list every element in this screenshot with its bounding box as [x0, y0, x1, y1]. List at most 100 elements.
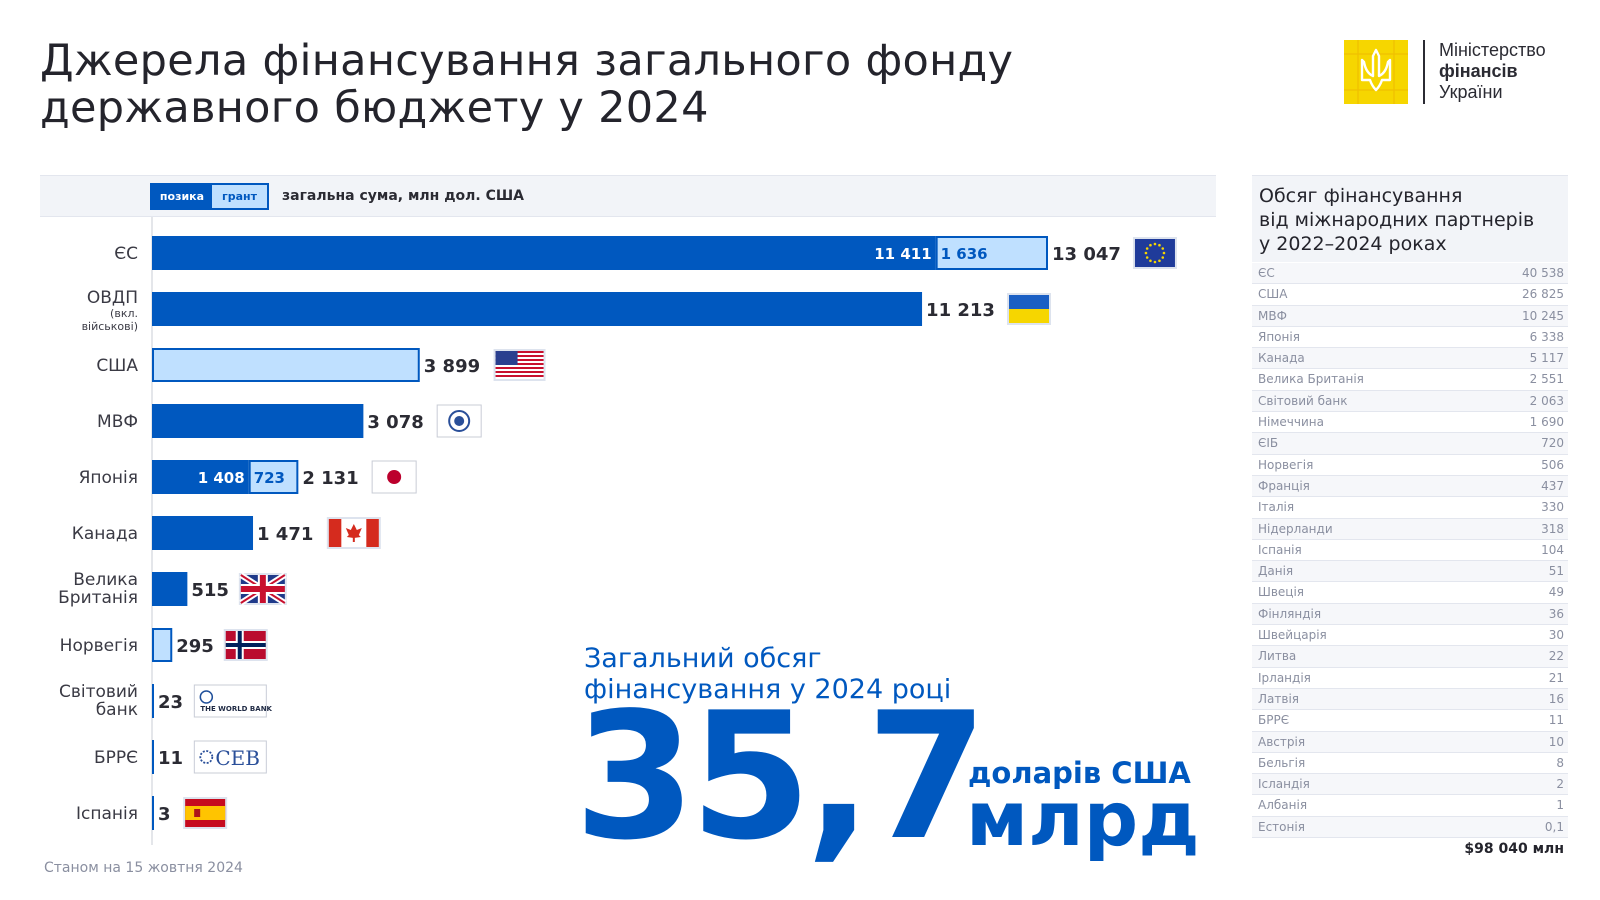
partners-table-row: Італія 330 — [1252, 497, 1568, 519]
partner-value: 437 — [1541, 478, 1564, 493]
partner-value: 51 — [1548, 564, 1564, 579]
partner-name: США — [1258, 287, 1288, 302]
bar-chart: ЄС 11 411 1 636 13 047 ОВДП(вкл.військові) 11… — [58, 217, 1177, 845]
partner-value: 40 538 — [1522, 266, 1564, 280]
partner-value: 506 — [1541, 457, 1564, 472]
partner-value: 330 — [1541, 500, 1564, 515]
flag-cross — [240, 586, 285, 592]
partners-table-row: Нідерланди 318 — [1252, 518, 1568, 540]
partners-table-row: Ісландія 2 — [1252, 774, 1568, 796]
partner-name: Італія — [1258, 500, 1295, 515]
flag-canton — [495, 351, 518, 365]
logo-ring — [448, 410, 471, 432]
partner-name: Нідерланди — [1258, 521, 1333, 536]
partners-table-row: Іспанія 104 — [1252, 540, 1568, 562]
flag-star — [1149, 259, 1152, 263]
partner-value: 5 117 — [1529, 351, 1564, 366]
bar-total-label: 13 047 — [1052, 244, 1121, 265]
partners-table-title: Обсяг фінансування від міжнародних партн… — [1252, 175, 1568, 262]
bar-loan — [152, 404, 364, 438]
ministry-name: Міністерство фінансів України — [1439, 40, 1546, 103]
flag-band — [328, 519, 342, 547]
bar-loan — [152, 516, 254, 550]
category-label: ОВДП — [87, 288, 138, 308]
bar-total-label: 1 471 — [257, 524, 313, 545]
title-line-2: державного бюджету у 2024 — [40, 83, 709, 133]
partner-value: 16 — [1548, 691, 1564, 706]
chart-legend: позика грант загальна сума, млн дол. США — [40, 175, 1216, 217]
category-label: Світовий — [59, 682, 138, 702]
bar-loan — [152, 740, 154, 774]
partner-value: 8 — [1556, 755, 1564, 770]
uk-flag-icon — [238, 572, 287, 606]
flag-stripe — [495, 361, 544, 363]
partner-value: 2 063 — [1529, 393, 1564, 408]
flag-stripe — [1009, 295, 1050, 309]
partners-table-row: Фінляндія 36 — [1252, 603, 1568, 626]
partners-table-row: Японія 6 338 — [1252, 327, 1568, 349]
partner-name: ЄС — [1258, 266, 1275, 280]
bar-grant — [152, 628, 173, 662]
flag-stripe — [495, 363, 544, 365]
partners-table-row: Норвегія 506 — [1252, 455, 1568, 476]
partners-table-row: Світовий банк 2 063 — [1252, 390, 1568, 413]
category-label: МВФ — [97, 412, 138, 432]
flag-star — [1153, 260, 1157, 264]
bar-total-label: 11 213 — [926, 300, 995, 321]
flag-stripe — [185, 806, 226, 820]
bar-total-label: 515 — [191, 580, 229, 601]
flag-stripe — [495, 371, 544, 373]
bar-loan-label: 1 408 — [198, 469, 245, 487]
summary-unit: млрд — [966, 774, 1200, 863]
bar-grant — [248, 460, 299, 494]
flag-star — [1149, 243, 1152, 247]
partner-value: 1 690 — [1529, 415, 1564, 430]
partner-value: 1 — [1556, 798, 1564, 813]
legend-loan: позика — [152, 185, 212, 208]
as-of-date: Станом на 15 жовтня 2024 — [44, 860, 243, 876]
flag-stripe — [495, 369, 544, 371]
partners-table-row: Литва 22 — [1252, 646, 1568, 668]
partner-name: Світовий банк — [1258, 393, 1348, 408]
flag-stripe — [495, 357, 544, 359]
category-label: США — [96, 356, 138, 376]
spain-flag-icon — [183, 797, 228, 829]
partner-value: 10 — [1548, 734, 1564, 749]
flag-star — [1145, 247, 1149, 250]
partners-table-row: ЄС 40 538 — [1252, 263, 1568, 285]
title-line-1: Джерела фінансування загального фонду — [40, 36, 1014, 86]
partners-table-row: БРРЄ 11 — [1252, 710, 1568, 732]
flag-star — [1158, 243, 1161, 247]
partner-name: Латвія — [1258, 691, 1299, 706]
canada-flag-icon — [326, 517, 381, 549]
ministry-name-line-2: фінансів — [1439, 61, 1518, 81]
ceb-stars-icon — [199, 750, 214, 764]
partners-title-line-2: від міжнародних партнерів — [1259, 209, 1535, 231]
bar-loan — [152, 572, 188, 606]
partner-value: 49 — [1548, 585, 1564, 600]
legend-grant: грант — [212, 185, 267, 208]
partners-title-line-1: Обсяг фінансування — [1259, 185, 1463, 207]
imf-logo-icon — [436, 404, 482, 438]
bar-total-label: 3 899 — [424, 356, 480, 377]
logo-divider — [1423, 40, 1425, 104]
partner-name: Естонія — [1258, 819, 1305, 834]
flag-sun — [387, 470, 402, 484]
maple-stem — [352, 537, 355, 542]
flag-cross — [225, 643, 266, 647]
partner-name: Ісландія — [1258, 777, 1310, 792]
summary-caption-line-1: Загальний обсяг — [584, 643, 822, 674]
partner-name: Іспанія — [1258, 542, 1302, 557]
usa-flag-icon — [493, 349, 546, 381]
flag-star — [1153, 242, 1157, 246]
partners-table-row: Бельгія 8 — [1252, 753, 1568, 775]
bar-loan — [152, 684, 154, 718]
partner-name: Велика Британія — [1258, 372, 1364, 387]
partners-table-row: Велика Британія 2 551 — [1252, 369, 1568, 391]
partner-name: Литва — [1258, 649, 1297, 664]
partners-total: $98 040 млн — [1464, 841, 1564, 857]
trident-emblem-icon — [1344, 40, 1408, 104]
partner-value: 2 — [1556, 777, 1564, 792]
category-sublabel: військові) — [82, 320, 138, 333]
summary-caption-line-2: фінансування у 2024 році — [584, 674, 952, 705]
